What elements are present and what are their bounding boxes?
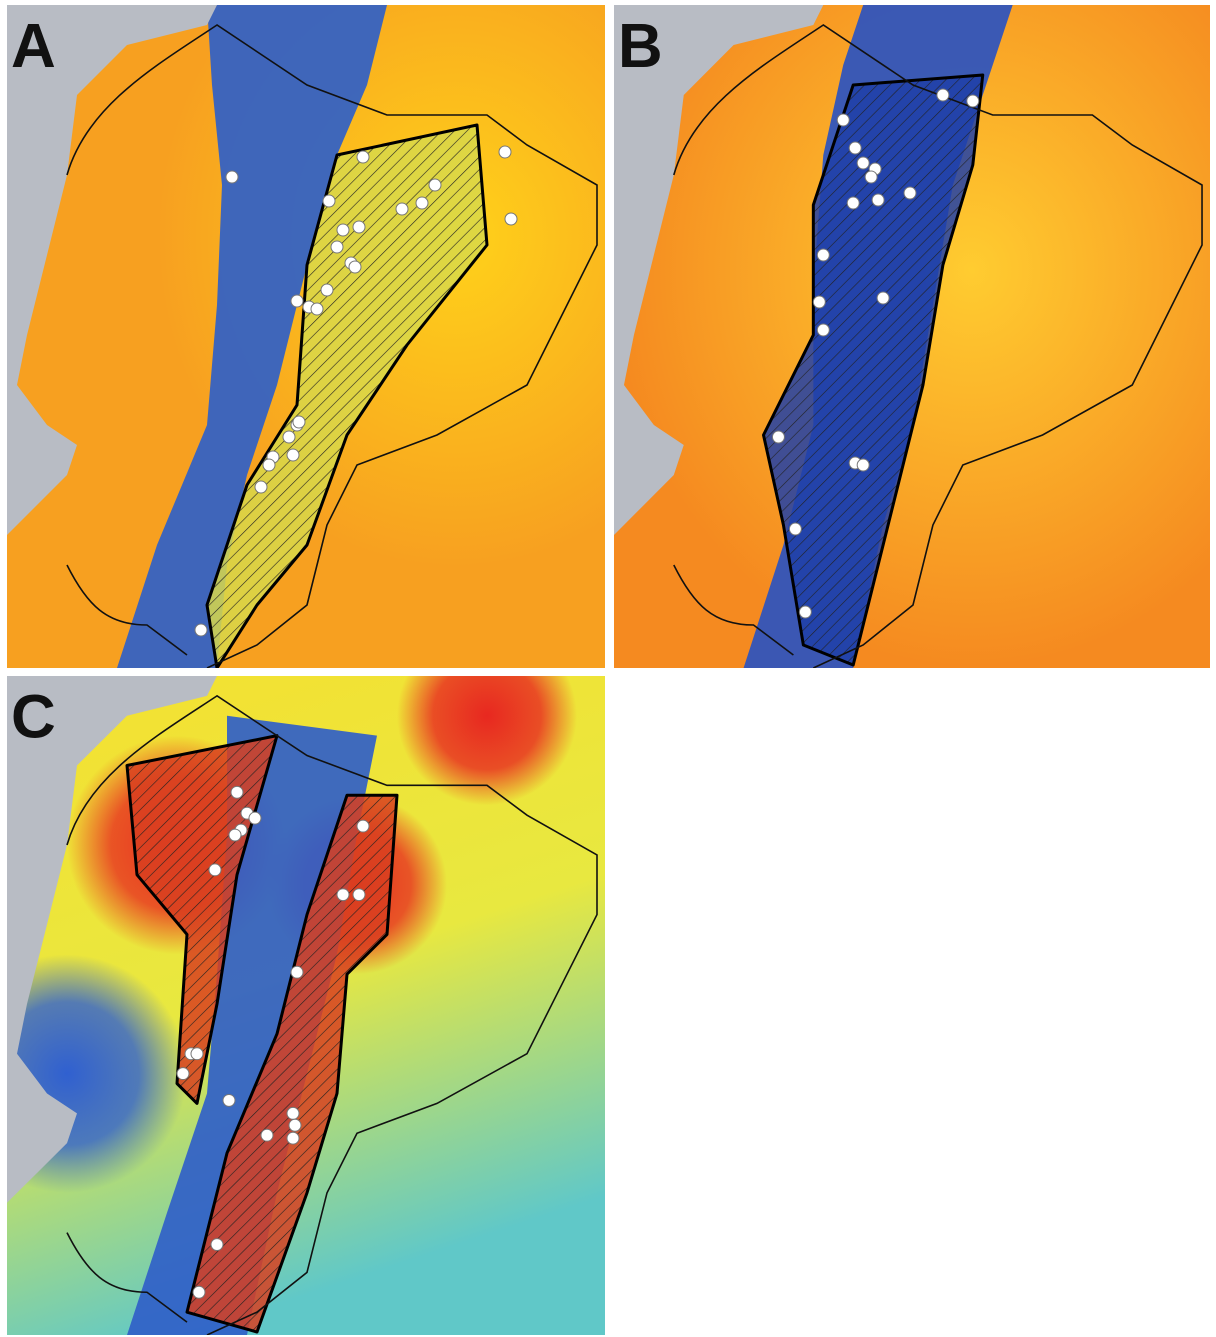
occurrence-point: [336, 888, 350, 902]
occurrence-point: [356, 150, 370, 164]
occurrence-point: [498, 145, 512, 159]
occurrence-point: [292, 415, 306, 429]
occurrence-point: [798, 605, 812, 619]
highland: [127, 715, 377, 1335]
suitable-area-hatch: [185, 793, 399, 1334]
occurrence-point: [260, 1128, 274, 1142]
ocean: [614, 5, 824, 535]
country-border: [66, 24, 598, 668]
occurrence-point: [348, 260, 362, 274]
occurrence-point: [288, 1118, 302, 1132]
occurrence-point: [352, 888, 366, 902]
occurrence-point: [190, 1047, 204, 1061]
occurrence-point: [230, 785, 244, 799]
suitable-area-hatch: [205, 123, 489, 668]
ocean: [7, 676, 217, 1203]
occurrence-point: [856, 156, 870, 170]
map-panel: A: [7, 5, 605, 668]
country-border: [673, 24, 1203, 668]
occurrence-point: [816, 323, 830, 337]
occurrence-point: [225, 170, 239, 184]
occurrence-point: [864, 170, 878, 184]
occurrence-point: [876, 291, 890, 305]
suitable-area-hatch: [762, 73, 985, 667]
occurrence-point: [856, 458, 870, 472]
occurrence-point: [771, 430, 785, 444]
occurrence-point: [222, 1093, 236, 1107]
highland: [117, 5, 387, 668]
occurrence-point: [936, 88, 950, 102]
occurrence-point: [415, 196, 429, 210]
occurrence-point: [871, 193, 885, 207]
map-panel: B: [614, 5, 1210, 668]
ocean: [7, 5, 217, 535]
occurrence-point: [176, 1067, 190, 1081]
occurrence-point: [310, 302, 324, 316]
occurrence-point: [194, 623, 208, 637]
occurrence-point: [428, 178, 442, 192]
occurrence-point: [812, 295, 826, 309]
occurrence-point: [286, 448, 300, 462]
occurrence-point: [320, 283, 334, 297]
occurrence-point: [282, 430, 296, 444]
occurrence-point: [228, 828, 242, 842]
occurrence-point: [208, 863, 222, 877]
occurrence-point: [330, 240, 344, 254]
occurrence-point: [903, 186, 917, 200]
occurrence-point: [836, 113, 850, 127]
map-panel: C: [7, 676, 605, 1335]
occurrence-point: [788, 522, 802, 536]
occurrence-point: [290, 294, 304, 308]
occurrence-point: [286, 1131, 300, 1145]
occurrence-point: [254, 480, 268, 494]
occurrence-point: [210, 1238, 224, 1252]
country-border: [66, 694, 598, 1335]
occurrence-point: [248, 811, 262, 825]
occurrence-point: [848, 141, 862, 155]
occurrence-point: [352, 220, 366, 234]
occurrence-point: [356, 819, 370, 833]
occurrence-point: [846, 196, 860, 210]
occurrence-point: [262, 458, 276, 472]
occurrence-point: [966, 94, 980, 108]
occurrence-point: [322, 194, 336, 208]
occurrence-point: [816, 248, 830, 262]
panel-label: A: [11, 12, 56, 81]
heat-blob: [397, 676, 577, 806]
panel-label: C: [11, 683, 56, 752]
occurrence-point: [336, 223, 350, 237]
panel-label: B: [618, 12, 663, 81]
occurrence-point: [504, 212, 518, 226]
occurrence-point: [290, 965, 304, 979]
occurrence-point: [286, 1106, 300, 1120]
occurrence-point: [192, 1285, 206, 1299]
occurrence-point: [395, 202, 409, 216]
